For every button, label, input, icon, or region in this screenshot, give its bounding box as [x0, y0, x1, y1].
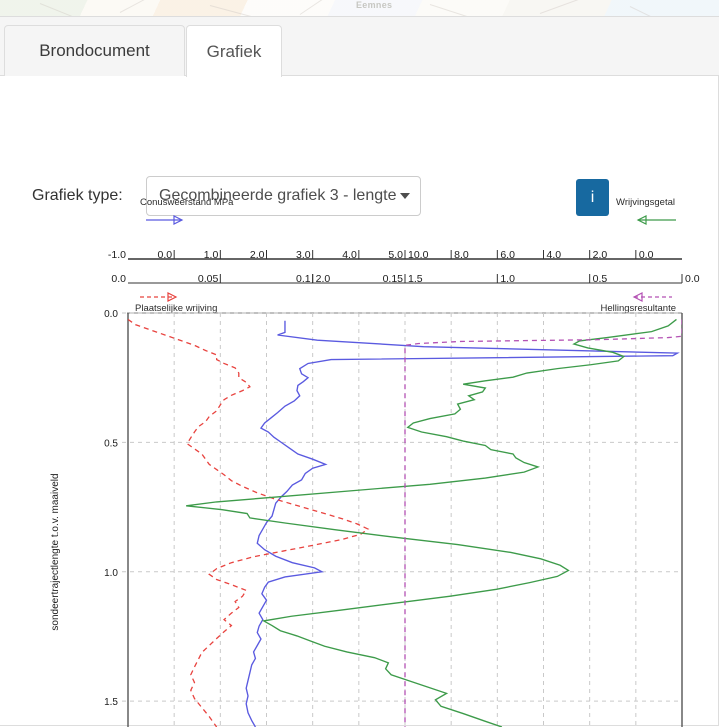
- tick-label-conusweerstand: 0.0: [158, 249, 173, 261]
- series-hellingsresultante: [404, 319, 682, 727]
- tick-label-conusweerstand: -1.0: [108, 249, 126, 261]
- axis-title-conusweerstand: Conusweerstand MPa: [140, 197, 234, 208]
- y-tick-label: 1.0: [104, 568, 118, 579]
- tick-label-hellingsresultante: 2.0: [316, 273, 331, 285]
- tick-label-plaatselijke-wrijving: 0.0: [111, 273, 126, 285]
- tick-label-conusweerstand: 3.0: [296, 249, 311, 261]
- controls-row: Grafiek type: Gecombineerde grafiek 3 - …: [0, 76, 719, 216]
- tab-bar: Brondocument Grafiek: [0, 17, 719, 77]
- tab-grafiek[interactable]: Grafiek: [186, 25, 282, 77]
- tick-label-plaatselijke-wrijving: 0.1: [296, 273, 311, 285]
- axis-title-wrijvingsgetal: Wrijvingsgetal: [616, 197, 675, 208]
- y-tick-label: 0.0: [104, 309, 118, 320]
- legend-arrow-wrijvingsgetal-head: [636, 215, 647, 225]
- tick-label-conusweerstand: 5.0: [388, 249, 403, 261]
- chart-y-axis: 0.0 0.5 1.0 1.5 sondeertrajectlengte t.o.v. …: [50, 309, 118, 708]
- tick-label-hellingsresultante: 1.0: [500, 273, 515, 285]
- chart-series-group: [128, 318, 682, 727]
- series-plaatselijke-wrijving: [128, 318, 370, 727]
- info-button[interactable]: i: [576, 179, 609, 216]
- axis-title-plaatselijke-wrijving: Plaatselijke wrijving: [135, 303, 217, 314]
- tick-label-plaatselijke-wrijving: 0.15: [383, 273, 404, 285]
- info-icon: i: [590, 188, 595, 206]
- chevron-down-icon: [400, 193, 410, 199]
- tab-brondocument[interactable]: Brondocument: [4, 25, 185, 76]
- tick-label-hellingsresultante: 1.5: [408, 273, 423, 285]
- tick-label-hellingsresultante: 0.5: [593, 273, 608, 285]
- cpt-combined-chart: -1.0 0.0 1.0 2.0 3.0 4.0 5.0 10.0 8.0 6.0 4.0 2.0 0.…: [50, 197, 700, 727]
- tick-label-conusweerstand: 4.0: [342, 249, 357, 261]
- axis-title-hellingsresultante: Hellingsresultante: [600, 303, 676, 314]
- map-place-label: Eemnes: [356, 0, 393, 10]
- tick-label-wrijvingsgetal: 10.0: [408, 249, 429, 261]
- tick-label-hellingsresultante: 0.0: [685, 273, 700, 285]
- tick-label-conusweerstand: 1.0: [204, 249, 219, 261]
- graftype-selected-value: Gecombineerde grafiek 3 - lengte: [159, 187, 397, 204]
- tick-label-wrijvingsgetal: 8.0: [454, 249, 469, 261]
- tick-label-wrijvingsgetal: 0.0: [639, 249, 654, 261]
- chart-header-axes: -1.0 0.0 1.0 2.0 3.0 4.0 5.0 10.0 8.0 6.0 4.0 2.0 0.…: [108, 197, 700, 314]
- series-conusweerstand: [245, 320, 680, 727]
- legend-arrow-conusweerstand-head: [173, 215, 184, 225]
- tick-label-plaatselijke-wrijving: 0.05: [198, 273, 219, 285]
- legend-arrow-plaatselijke-wrijving-head: [167, 292, 178, 302]
- chart-container: -1.0 0.0 1.0 2.0 3.0 4.0 5.0 10.0 8.0 6.0 4.0 2.0 0.…: [0, 187, 719, 727]
- tick-label-conusweerstand: 2.0: [250, 249, 265, 261]
- chart-grid: [122, 312, 683, 727]
- legend-arrow-hellingsresultante-head: [632, 292, 643, 302]
- tab-grafiek-label: Grafiek: [206, 41, 262, 61]
- tick-label-wrijvingsgetal: 4.0: [547, 249, 562, 261]
- tab-brondocument-label: Brondocument: [39, 41, 150, 60]
- graftype-label: Grafiek type:: [32, 187, 123, 204]
- map-backdrop: Eemnes: [0, 0, 719, 34]
- y-axis-title: sondeertrajectlengte t.o.v. maaiveld: [50, 473, 61, 630]
- graftype-select[interactable]: Gecombineerde grafiek 3 - lengte: [146, 176, 421, 216]
- y-tick-label: 1.5: [104, 697, 118, 708]
- y-tick-label: 0.5: [104, 438, 118, 449]
- graph-panel: Brondocument Grafiek Grafiek type: Gecom…: [0, 16, 719, 727]
- tick-label-wrijvingsgetal: 6.0: [500, 249, 515, 261]
- tick-label-wrijvingsgetal: 2.0: [593, 249, 608, 261]
- series-wrijvingsgetal: [186, 318, 677, 727]
